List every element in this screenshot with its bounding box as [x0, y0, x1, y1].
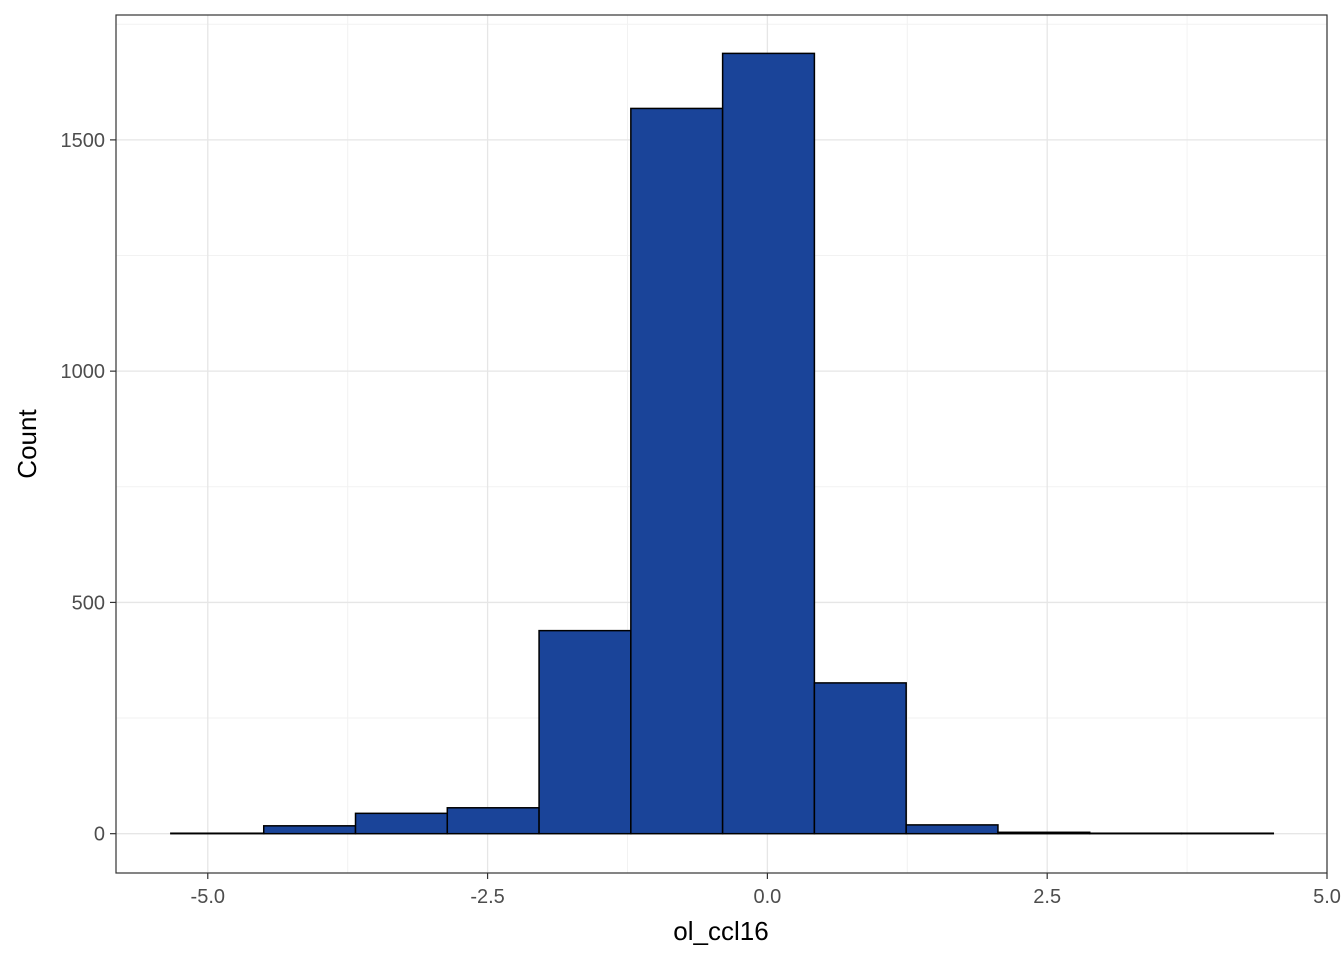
x-tick-label: -2.5 — [470, 886, 504, 908]
histogram-bar — [997, 831, 1091, 835]
y-tick-label: 0 — [94, 824, 105, 846]
x-axis-title: ol_ccl16 — [673, 916, 768, 946]
x-axis-ticks: -5.0 -2.5 0.0 2.5 5.0 — [191, 873, 1341, 908]
histogram-bar — [721, 52, 816, 835]
histogram-bar — [354, 812, 449, 835]
x-tick-label: 5.0 — [1313, 886, 1341, 908]
y-axis-ticks: 0 500 1000 1500 — [61, 130, 116, 846]
x-tick-label: 2.5 — [1033, 886, 1061, 908]
histogram-bar — [813, 682, 907, 835]
y-axis-title: Count — [12, 409, 42, 479]
histogram-bar — [446, 807, 540, 835]
x-tick-label: 0.0 — [753, 886, 781, 908]
histogram-bar — [630, 107, 724, 835]
histogram-bar — [538, 629, 632, 835]
histogram-bar — [905, 824, 999, 835]
histogram-bar — [262, 825, 357, 835]
plot-panel-border — [115, 14, 1328, 874]
y-tick-label: 1000 — [61, 361, 106, 383]
y-tick-label: 1500 — [61, 130, 106, 152]
histogram-bars — [170, 52, 1275, 835]
y-tick-label: 500 — [72, 592, 105, 614]
x-tick-label: -5.0 — [191, 886, 225, 908]
